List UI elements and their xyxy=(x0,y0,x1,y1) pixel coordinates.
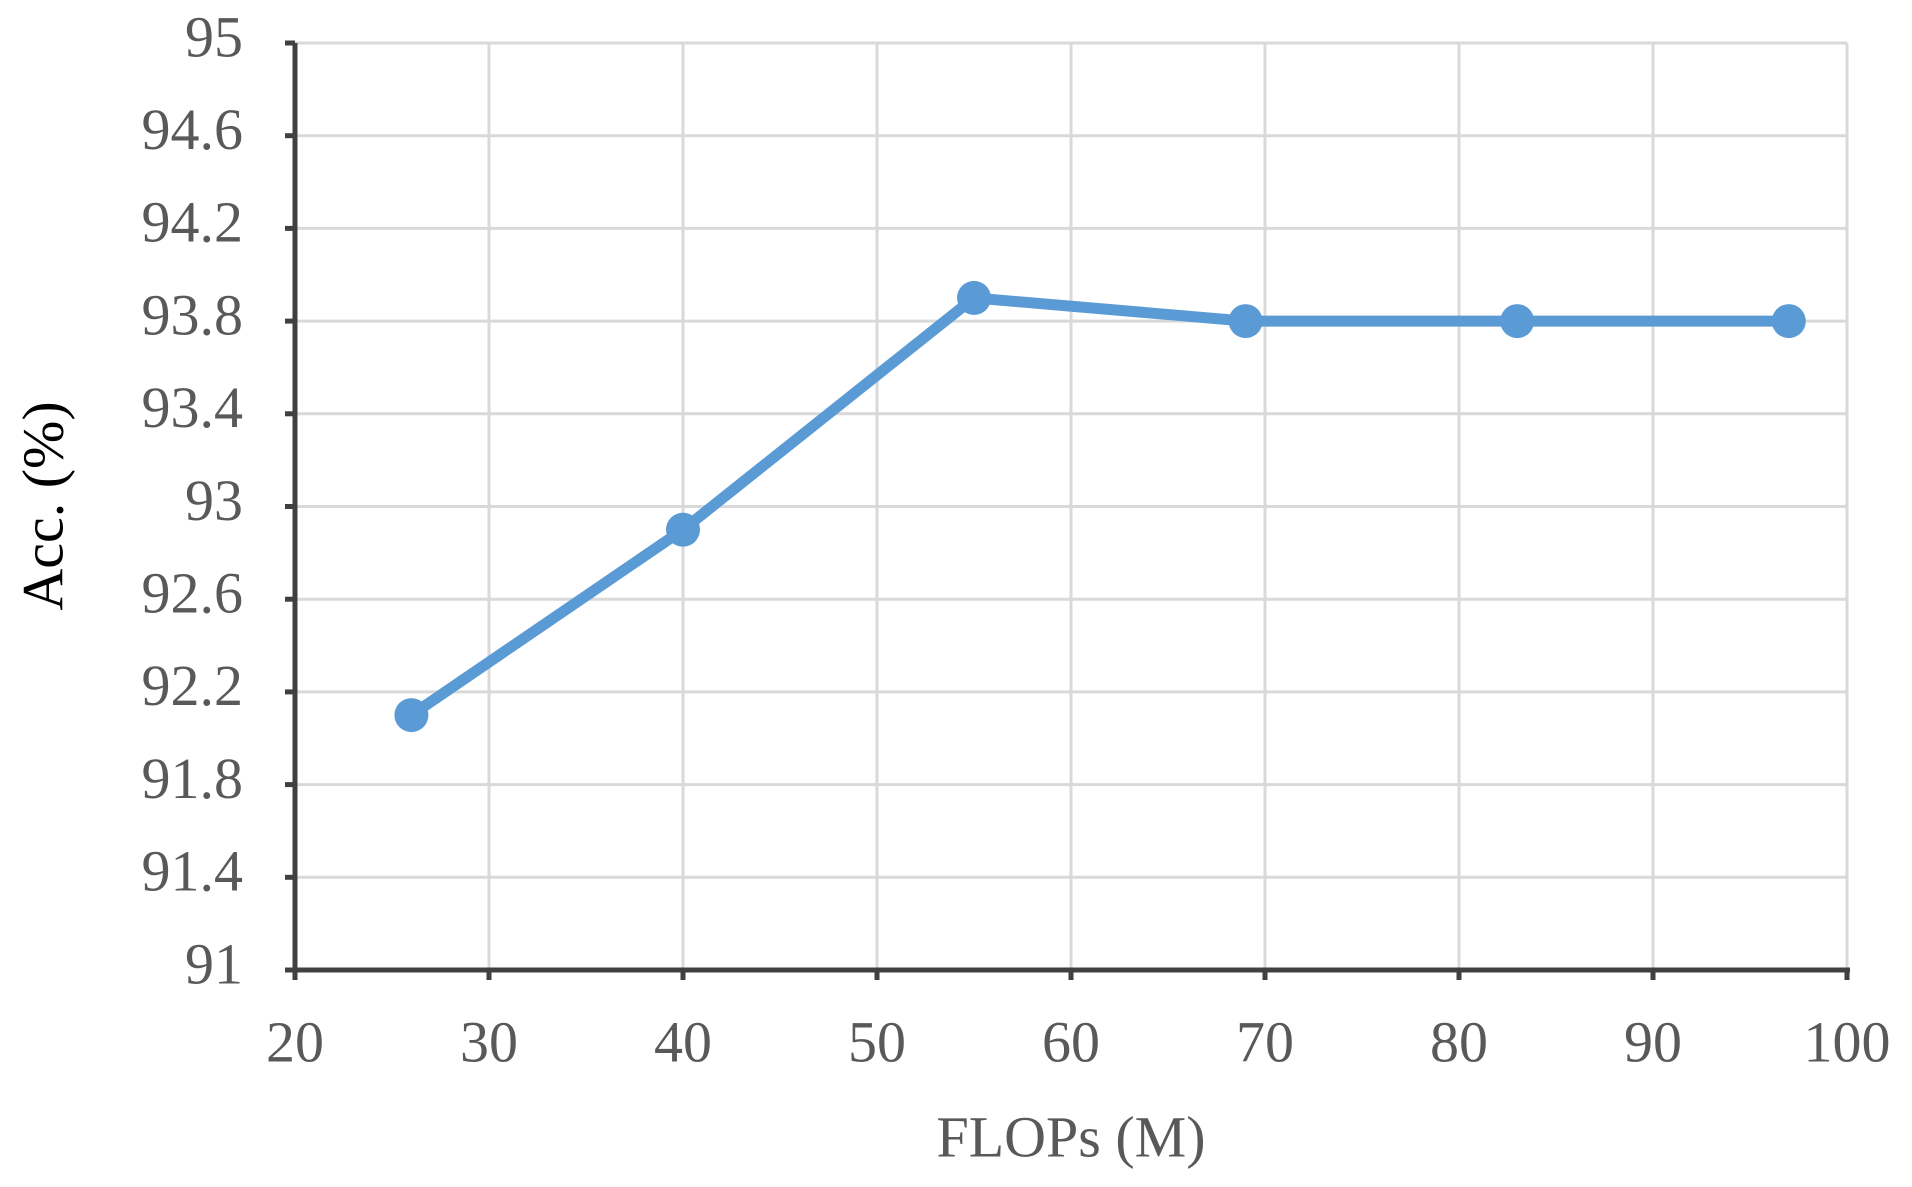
x-tick-label: 70 xyxy=(1236,1009,1294,1074)
y-tick-label: 94.2 xyxy=(142,190,244,255)
y-tick-label: 94.6 xyxy=(142,97,244,162)
y-tick-label: 92.2 xyxy=(142,653,244,718)
data-point xyxy=(1228,304,1263,339)
y-tick-label: 91.8 xyxy=(142,746,244,811)
data-point xyxy=(1771,304,1806,339)
x-tick-label: 20 xyxy=(266,1009,324,1074)
y-tick-label: 92.6 xyxy=(142,561,244,626)
data-point xyxy=(394,698,429,733)
series-line xyxy=(408,292,1789,720)
x-tick-label: 60 xyxy=(1042,1009,1100,1074)
data-point xyxy=(1500,304,1535,339)
x-tick-label: 100 xyxy=(1804,1009,1891,1074)
data-point xyxy=(666,512,700,547)
x-tick-label: 40 xyxy=(654,1009,712,1074)
y-tick-label: 93.4 xyxy=(142,375,244,440)
x-tick-label: 50 xyxy=(848,1009,906,1074)
x-tick-label: 80 xyxy=(1430,1009,1488,1074)
y-tick-label: 93.8 xyxy=(142,282,244,347)
x-tick-label: 30 xyxy=(460,1009,518,1074)
y-axis-title: Acc. (%) xyxy=(10,401,75,610)
x-axis-title: FLOPs (M) xyxy=(936,1104,1205,1169)
x-tick-label: 90 xyxy=(1624,1009,1682,1074)
y-tick-label: 93 xyxy=(185,468,243,533)
y-tick-label: 91 xyxy=(185,931,243,996)
data-point xyxy=(957,280,991,315)
y-tick-label: 91.4 xyxy=(142,839,244,904)
y-tick-label: 95 xyxy=(185,4,243,69)
